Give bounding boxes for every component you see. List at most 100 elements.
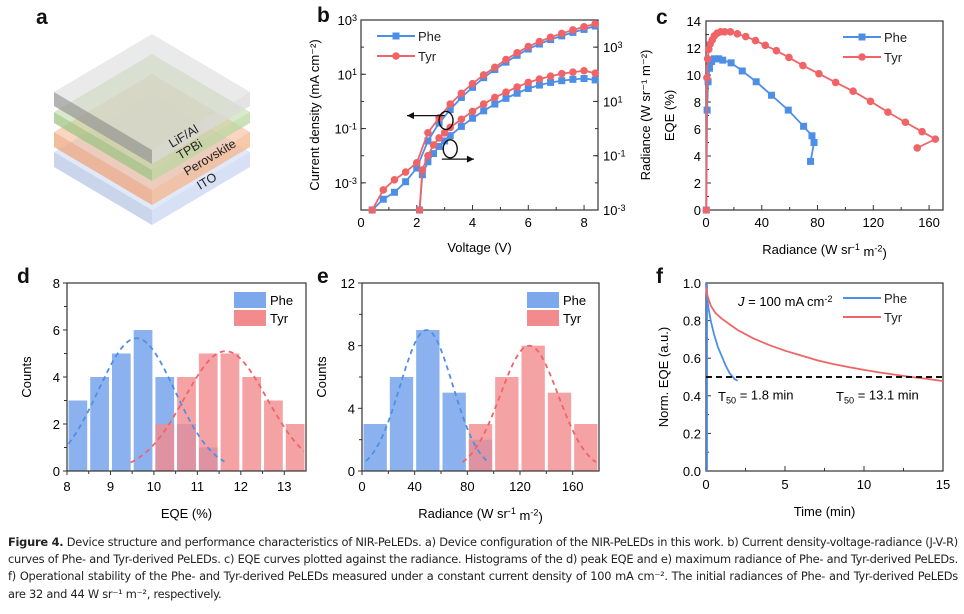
data-point-circle: [721, 28, 729, 36]
text-segment: ): [538, 510, 542, 525]
bar-tyr: [574, 424, 598, 471]
legend-phe-label: Phe: [884, 30, 907, 45]
text-segment: 50: [726, 396, 736, 406]
text-segment: 10: [603, 40, 617, 55]
x-tick-label: 13: [277, 479, 291, 494]
data-point-circle: [412, 158, 421, 167]
condition-annotation: J = 100 mA cm-2: [737, 294, 832, 309]
data-point-square: [580, 74, 588, 82]
data-point-square: [784, 106, 792, 114]
data-point-circle: [535, 37, 544, 46]
y2-tick-label: 10-3: [603, 203, 626, 218]
data-point-circle: [429, 141, 438, 149]
data-point-square: [429, 150, 437, 158]
x-tick-label: 120: [862, 215, 884, 230]
x-tick-label: 8: [63, 479, 70, 494]
data-point-circle: [918, 127, 926, 136]
data-point-circle: [457, 115, 466, 124]
data-point-square: [469, 114, 477, 122]
text-segment: -3: [617, 203, 625, 213]
data-point-circle: [831, 78, 840, 87]
data-point-circle: [703, 55, 712, 63]
y-tick-label: 4: [53, 370, 60, 385]
y-tick-label: 0: [348, 464, 355, 479]
data-point-square: [457, 93, 465, 101]
indicator-circle-left: [438, 110, 454, 131]
text-segment: 3: [617, 40, 622, 50]
y-tick-label: 6: [53, 323, 60, 338]
y-axis-title: Counts: [314, 356, 329, 398]
data-point-square: [715, 55, 723, 63]
y-tick-label: 12: [687, 41, 701, 56]
text-segment: m: [860, 244, 874, 259]
text-segment: Radiance (W sr: [762, 242, 852, 257]
legend-tyr-swatch: [527, 310, 559, 326]
bar-tyr: [468, 424, 493, 471]
y-tick-label: 10-1: [334, 121, 357, 136]
data-point-circle: [569, 26, 577, 34]
figure-label: Figure 4.: [8, 535, 64, 549]
y2-tick-label: 101: [603, 94, 623, 109]
bar-tyr: [177, 377, 196, 471]
data-point-circle: [733, 30, 742, 38]
data-point-circle: [741, 32, 750, 41]
data-point-square: [535, 81, 543, 89]
text-segment: = 100 mA cm: [745, 294, 825, 309]
x-tick-label: 12: [234, 479, 248, 494]
data-point-square: [446, 106, 454, 114]
x-tick-label: 40: [755, 215, 769, 230]
legend-tyr-swatch: [234, 310, 266, 326]
data-point-square: [569, 75, 577, 83]
panel-letter-a: a: [36, 6, 48, 29]
text-segment: 1: [352, 67, 357, 77]
legend-phe-label: Phe: [418, 29, 441, 44]
data-point-circle: [799, 61, 807, 70]
text-segment: -1: [617, 149, 625, 159]
legend-phe-swatch: [234, 292, 266, 308]
y-tick-label: 4: [348, 401, 355, 416]
text-segment: EQE (%): [161, 506, 212, 521]
layer-perovskite-side-right: [152, 132, 250, 205]
text-segment: 10: [603, 203, 617, 218]
data-point-circle: [557, 29, 566, 38]
layer-ito-side-right: [152, 152, 250, 225]
indicator-circle-right: [442, 139, 458, 159]
x-tick-label: 10: [857, 477, 871, 492]
data-point-square: [705, 64, 713, 72]
x-tick-label: 120: [509, 479, 531, 494]
y-tick-label: 6: [694, 122, 701, 137]
data-point-circle: [580, 66, 588, 75]
data-point-circle: [392, 52, 400, 60]
data-point-circle: [502, 88, 510, 96]
data-point-circle: [524, 42, 533, 51]
data-point-circle: [435, 134, 443, 142]
bar-tyr: [285, 424, 305, 471]
x-tick-label: 5: [781, 477, 788, 492]
x-tick-label: 0: [702, 477, 709, 492]
data-point-circle: [703, 73, 711, 82]
gaussian-fit-phe: [365, 329, 488, 462]
legend-phe-label: Phe: [270, 293, 293, 308]
caption-text: Device structure and performance charact…: [8, 535, 958, 601]
data-point-circle: [913, 144, 922, 152]
data-point-circle: [726, 28, 735, 36]
plot-frame: [705, 20, 944, 211]
gaussian-fit-phe: [67, 337, 225, 463]
x-tick-label: 4: [469, 215, 476, 230]
panel-letter-f: f: [656, 265, 663, 288]
data-point-circle: [491, 93, 499, 102]
legend-tyr-label: Tyr: [270, 311, 289, 326]
x-tick-label: 8: [580, 215, 587, 230]
data-point-circle: [546, 33, 555, 42]
data-point-circle: [849, 87, 857, 95]
y-tick-label: 8: [694, 95, 701, 110]
bar-phe: [363, 424, 387, 471]
text-segment: -2: [530, 508, 538, 518]
gaussian-fit-tyr: [462, 344, 597, 463]
data-point-square: [502, 94, 510, 102]
text-segment: 10: [603, 94, 617, 109]
plot-frame: [360, 19, 599, 211]
data-point-circle: [557, 69, 566, 78]
data-point-square: [390, 188, 398, 196]
layer-lifal-side-left: [54, 92, 152, 164]
